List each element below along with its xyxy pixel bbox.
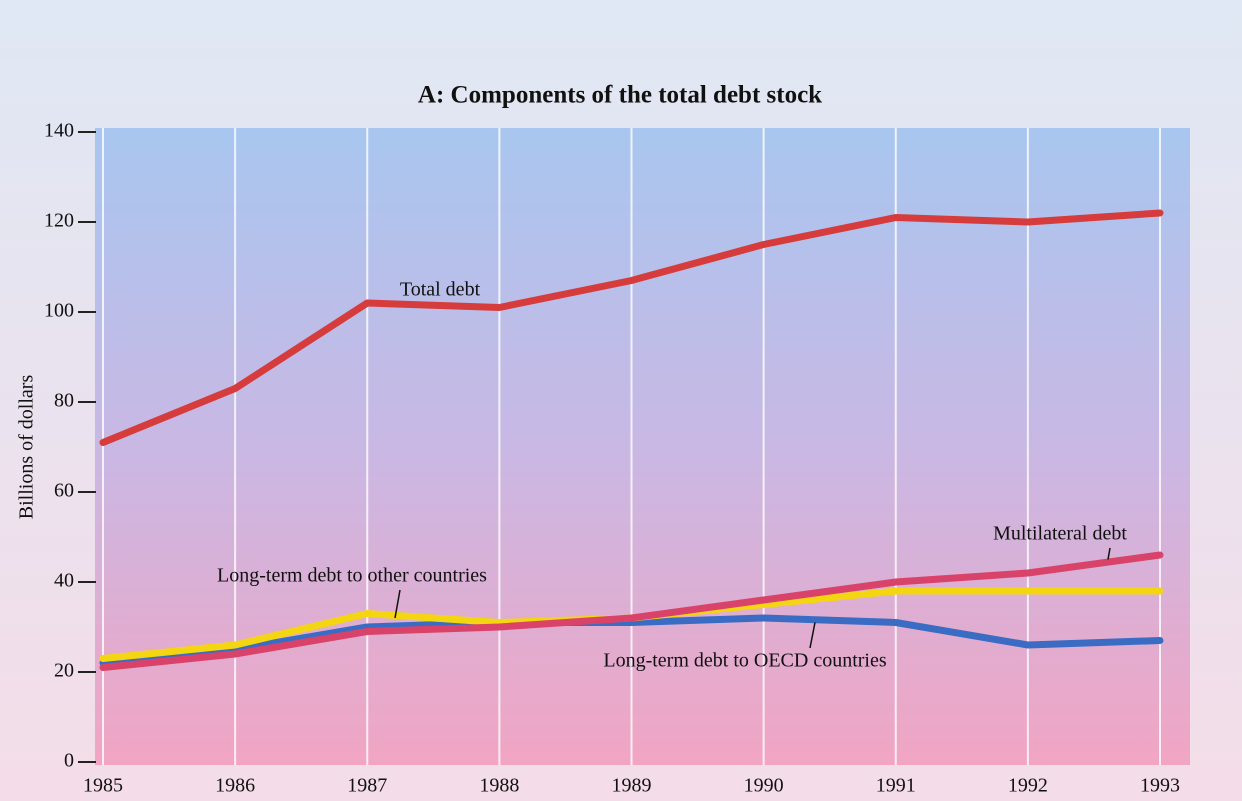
label-pointer	[809, 622, 816, 649]
y-tick-label: 40	[54, 570, 74, 592]
series-line	[99, 614, 1164, 667]
y-tick-label: 140	[44, 120, 74, 142]
series-line	[99, 551, 1164, 671]
y-tick-label: 100	[44, 300, 74, 322]
y-axis-label: Billions of dollars	[16, 375, 38, 520]
x-tick-label: 1992	[1008, 775, 1048, 797]
series-label: Multilateral debt	[993, 523, 1127, 545]
x-tick-label: 1989	[612, 775, 652, 797]
label-pointer	[394, 589, 401, 619]
x-tick-label: 1991	[876, 775, 916, 797]
y-tick-label: 120	[44, 210, 74, 232]
y-tick-label: 20	[54, 660, 74, 682]
x-tick-label: 1988	[479, 775, 519, 797]
x-tick-label: 1985	[83, 775, 123, 797]
x-tick-label: 1990	[744, 775, 784, 797]
series-label: Total debt	[400, 279, 481, 301]
label-pointer	[1107, 547, 1111, 560]
chart-title: A: Components of the total debt stock	[418, 82, 822, 109]
y-tick-label: 80	[54, 390, 74, 412]
series-line	[99, 209, 1164, 446]
series-label: Long-term debt to other countries	[217, 565, 487, 587]
x-tick-label: 1993	[1140, 775, 1180, 797]
x-tick-label: 1986	[215, 775, 255, 797]
x-tick-label: 1987	[347, 775, 387, 797]
y-tick-label: 60	[54, 480, 74, 502]
plot-area	[95, 128, 1190, 765]
y-tick-label: 0	[64, 750, 74, 772]
series-label: Long-term debt to OECD countries	[603, 650, 886, 672]
